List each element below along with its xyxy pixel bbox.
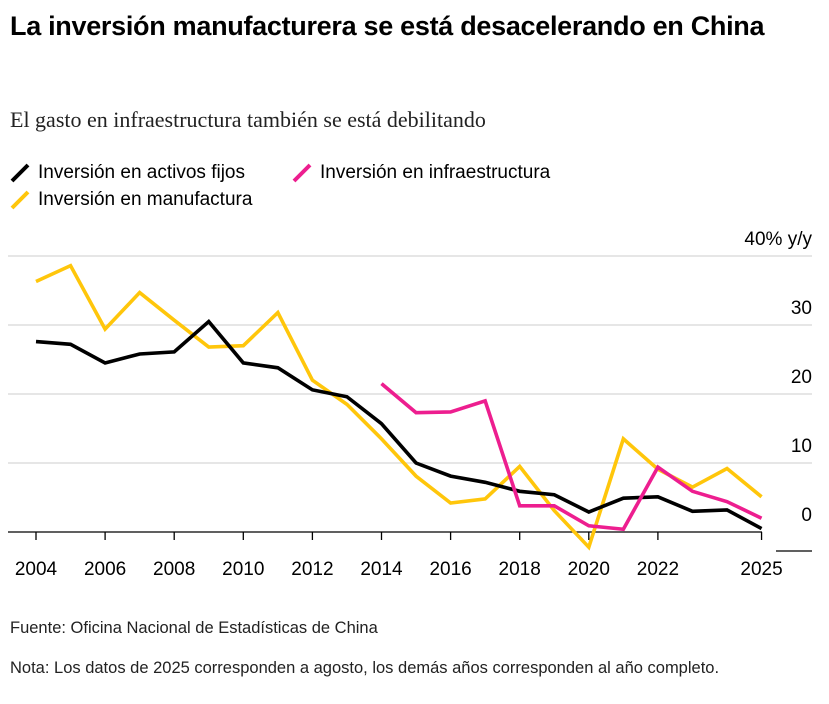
x-tick-label: 2006 — [84, 559, 126, 580]
legend-item-activos-fijos: Inversión en activos fijos — [10, 161, 245, 185]
series-line-activos-fijos — [35, 318, 763, 531]
x-tick-label: 2020 — [568, 559, 610, 580]
y-tick-label: 0 — [801, 505, 812, 526]
legend-label: Inversión en manufactura — [38, 189, 253, 210]
legend-item-manufactura: Inversión en manufactura — [10, 188, 252, 212]
y-tick-label: 10 — [791, 436, 812, 457]
legend-swatch-icon — [10, 190, 30, 210]
footnote: Nota: Los datos de 2025 corresponden a a… — [10, 659, 720, 677]
legend-label: Inversión en infraestructura — [320, 162, 551, 183]
x-tick-label: 2012 — [291, 559, 333, 580]
x-tick-label: 2016 — [429, 559, 471, 580]
y-tick-label: 20 — [791, 367, 812, 388]
x-tick-label: 2018 — [499, 559, 541, 580]
legend-swatch-icon — [292, 163, 312, 183]
legend-swatch-icon — [10, 163, 30, 183]
legend-label: Inversión en activos fijos — [38, 162, 245, 183]
series-line-manufactura — [35, 263, 763, 551]
chart-subtitle: El gasto en infraestructura también se e… — [10, 107, 486, 132]
x-tick-label: 2010 — [222, 559, 264, 580]
y-tick-label: 40% y/y — [744, 229, 812, 250]
x-tick-label: 2004 — [15, 559, 58, 580]
source-note: Fuente: Oficina Nacional de Estadísticas… — [10, 619, 378, 637]
x-tick-label: 2014 — [360, 559, 403, 580]
x-tick-label: 2008 — [153, 559, 195, 580]
x-tick-label: 2022 — [637, 559, 679, 580]
x-tick-label: 2025 — [740, 559, 782, 580]
chart-title: La inversión manufacturera se está desac… — [10, 11, 765, 41]
legend-item-infraestructura: Inversión en infraestructura — [292, 161, 550, 185]
y-tick-label: 30 — [791, 298, 812, 319]
series-line-infraestructura — [380, 382, 763, 532]
